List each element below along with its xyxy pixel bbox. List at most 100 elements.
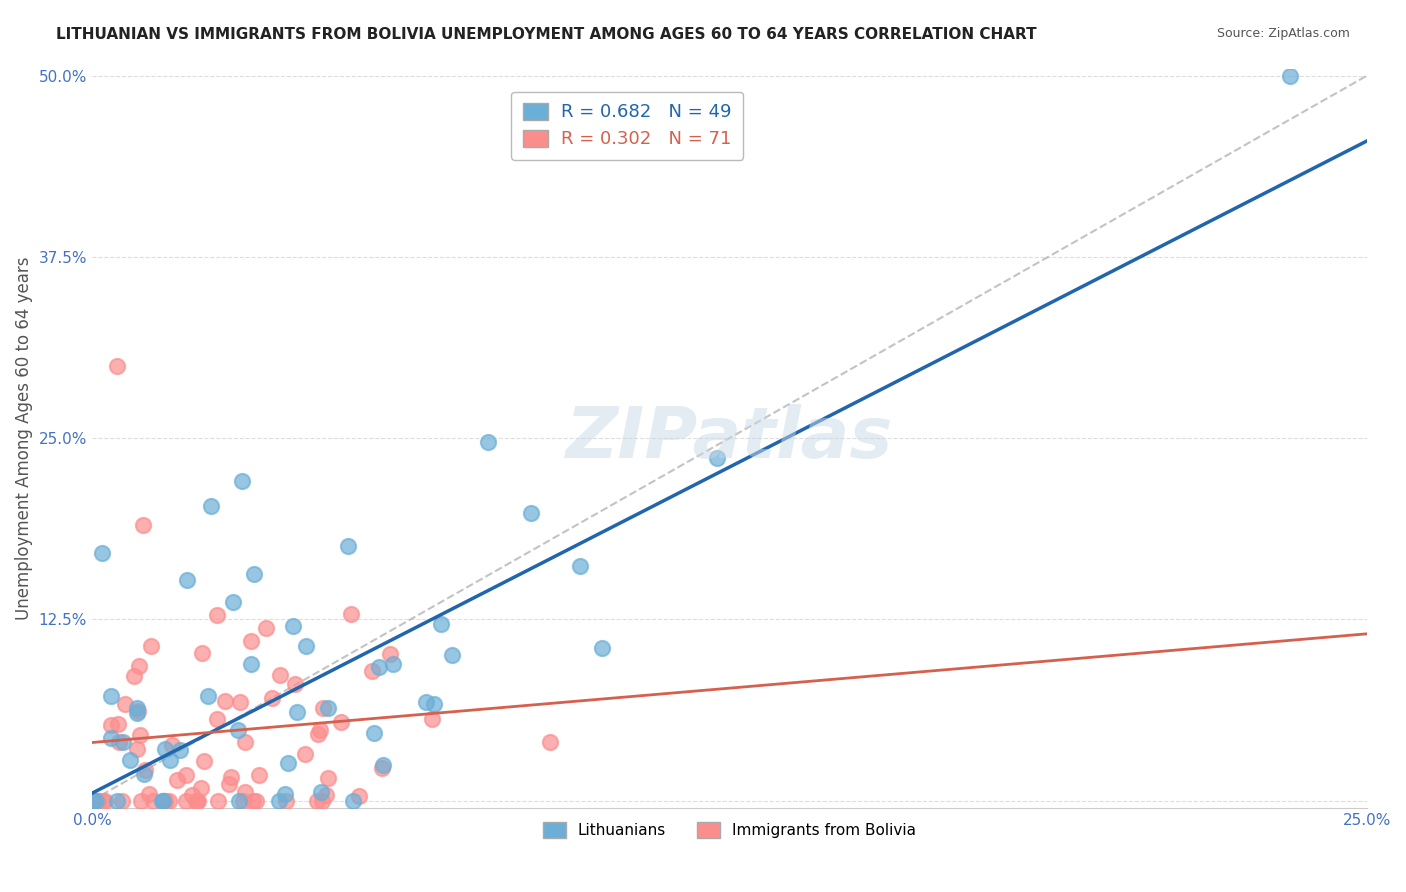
Point [107, 359, 129, 373]
Point [260, 691, 283, 706]
Point [128, 659, 150, 673]
Point [294, 747, 316, 761]
Point [274, 793, 297, 807]
Point [269, 793, 291, 807]
Point [138, 787, 160, 801]
Point [114, 698, 136, 712]
Point [440, 648, 463, 662]
Point [166, 773, 188, 788]
Point [162, 739, 184, 753]
Point [349, 789, 371, 804]
Point [118, 753, 141, 767]
Point [316, 701, 339, 715]
Point [132, 767, 155, 781]
Point [90, 546, 112, 560]
Point [381, 657, 404, 671]
Point [108, 735, 131, 749]
Point [91, 793, 114, 807]
Point [706, 450, 728, 465]
Point [86, 793, 108, 807]
Point [233, 785, 256, 799]
Text: Source: ZipAtlas.com: Source: ZipAtlas.com [1216, 27, 1350, 40]
Point [100, 718, 122, 732]
Point [222, 595, 245, 609]
Point [339, 607, 361, 621]
Point [330, 714, 353, 729]
Point [422, 697, 444, 711]
Point [125, 706, 148, 720]
Point [295, 639, 318, 653]
Point [247, 768, 270, 782]
Point [229, 695, 252, 709]
Point [153, 793, 176, 807]
Point [205, 607, 228, 622]
Point [360, 664, 382, 678]
Point [94, 793, 117, 807]
Text: ZIPatlas: ZIPatlas [565, 404, 893, 473]
Point [430, 616, 453, 631]
Point [107, 717, 129, 731]
Point [184, 793, 207, 807]
Point [132, 518, 155, 533]
Text: LITHUANIAN VS IMMIGRANTS FROM BOLIVIA UNEMPLOYMENT AMONG AGES 60 TO 64 YEARS COR: LITHUANIAN VS IMMIGRANTS FROM BOLIVIA UN… [56, 27, 1036, 42]
Point [315, 788, 337, 802]
Point [127, 705, 149, 719]
Point [311, 793, 333, 807]
Point [309, 723, 332, 738]
Point [157, 793, 180, 807]
Point [127, 700, 149, 714]
Point [86, 793, 108, 807]
Point [181, 788, 204, 802]
Point [169, 742, 191, 756]
Point [520, 506, 543, 520]
Point [284, 676, 307, 690]
Point [122, 669, 145, 683]
Point [193, 754, 215, 768]
Point [205, 712, 228, 726]
Point [232, 793, 254, 807]
Point [231, 474, 253, 488]
Point [190, 780, 212, 795]
Point [100, 690, 122, 704]
Point [176, 573, 198, 587]
Point [538, 735, 561, 749]
Point [218, 777, 240, 791]
Point [86, 793, 108, 807]
Point [100, 731, 122, 746]
Point [311, 701, 333, 715]
Point [153, 742, 176, 756]
Point [240, 657, 263, 671]
Point [367, 660, 389, 674]
Point [187, 793, 209, 807]
Point [269, 667, 291, 681]
Point [228, 723, 250, 738]
Point [200, 499, 222, 513]
Point [112, 734, 135, 748]
Point [82, 793, 104, 807]
Point [363, 726, 385, 740]
Point [477, 435, 499, 450]
Point [128, 728, 150, 742]
Point [371, 761, 394, 775]
Point [159, 753, 181, 767]
Point [153, 793, 176, 807]
Point [342, 793, 364, 807]
Point [420, 713, 443, 727]
Point [1279, 69, 1302, 83]
Point [277, 756, 299, 770]
Point [152, 793, 174, 807]
Point [378, 647, 401, 661]
Point [150, 793, 173, 807]
Point [240, 634, 263, 648]
Point [569, 558, 592, 573]
Point [336, 539, 359, 553]
Point [242, 566, 264, 581]
Point [207, 793, 229, 807]
Point [191, 646, 214, 660]
Point [281, 618, 304, 632]
Point [214, 694, 236, 708]
Legend: Lithuanians, Immigrants from Bolivia: Lithuanians, Immigrants from Bolivia [537, 816, 922, 845]
Point [233, 735, 256, 749]
Point [373, 758, 395, 772]
Point [309, 785, 332, 799]
